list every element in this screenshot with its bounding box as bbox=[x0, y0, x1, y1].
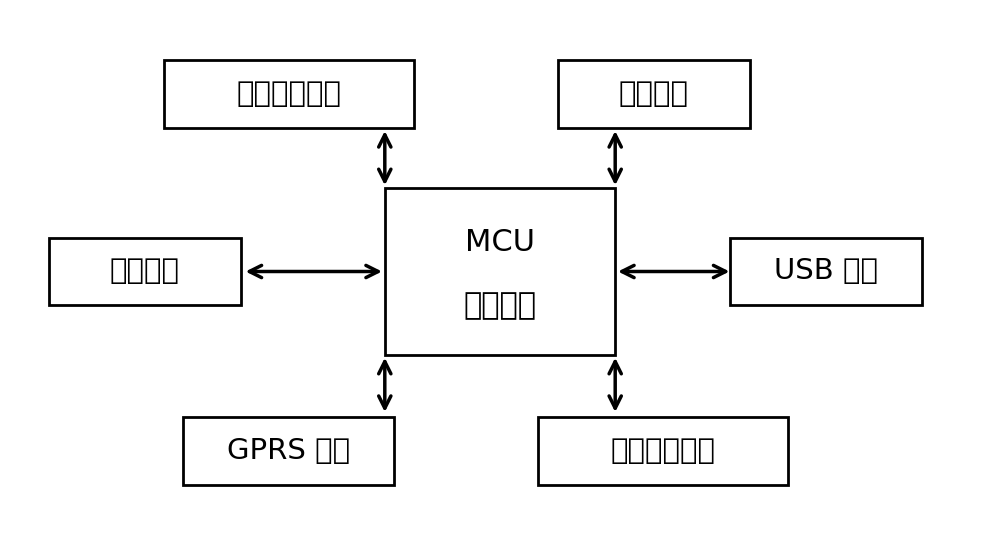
Bar bbox=[49, 238, 241, 305]
Text: 核心模块: 核心模块 bbox=[464, 291, 536, 320]
Text: 通信模块: 通信模块 bbox=[110, 257, 180, 286]
Bar bbox=[183, 418, 394, 485]
Bar bbox=[730, 238, 922, 305]
Bar bbox=[385, 188, 615, 355]
Text: 调试输出模块: 调试输出模块 bbox=[611, 437, 716, 465]
Text: USB 模块: USB 模块 bbox=[774, 257, 878, 286]
Bar bbox=[538, 418, 788, 485]
Text: MCU: MCU bbox=[465, 228, 535, 257]
Bar bbox=[558, 60, 750, 128]
Bar bbox=[164, 60, 414, 128]
Text: 存储模块: 存储模块 bbox=[619, 80, 689, 108]
Text: GPRS 模块: GPRS 模块 bbox=[227, 437, 350, 465]
Text: 液晶显示模块: 液晶显示模块 bbox=[236, 80, 341, 108]
